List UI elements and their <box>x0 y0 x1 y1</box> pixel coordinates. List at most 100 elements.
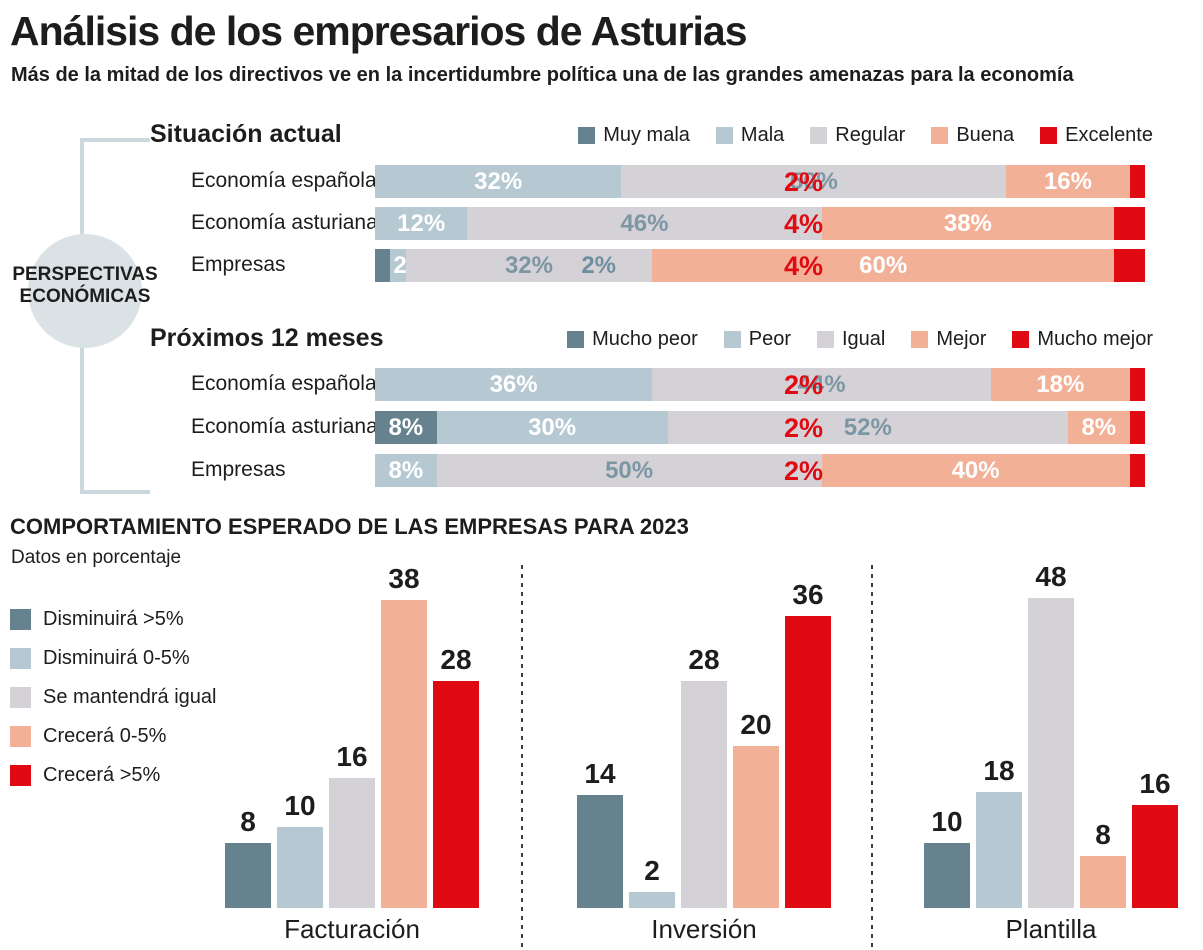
legend-item-mucho-peor: Mucho peor <box>567 328 698 351</box>
group-label-inversion: Inversión <box>651 914 757 944</box>
bar-inversion-disminuira-0-5 <box>629 892 675 908</box>
group-separator <box>521 565 523 950</box>
stacked-bar-empresas: 8% 50% 40% <box>375 454 1145 487</box>
legend-item-crecera-0-5: Crecerá 0-5% <box>10 725 166 748</box>
chart-situacion-actual: Situación actual Muy mala Mala Regular Buen… <box>0 120 1203 290</box>
bar-value-label: 10 <box>931 806 963 837</box>
segment-mucho-mejor <box>1129 411 1145 444</box>
bar-inversion-disminuira-5 <box>577 795 623 908</box>
segment-igual: 50% <box>436 454 822 487</box>
legend-item-excelente: Excelente <box>1040 124 1153 147</box>
bar-value-label: 14 <box>584 758 616 789</box>
legend-swatch-mucho-mejor <box>1012 331 1030 348</box>
legend-swatch-muy-mala <box>578 127 596 144</box>
segment-mucho-mejor <box>1129 454 1145 487</box>
segment-excelente <box>1114 249 1145 282</box>
chart-proximos-12-meses: Próximos 12 meses Mucho peor Peor Igual Mej… <box>0 324 1203 494</box>
segment-muy-mala <box>375 249 391 282</box>
segment-label: 18% <box>1036 371 1085 398</box>
segment-igual: 52% <box>667 411 1068 444</box>
legend-label: Regular <box>835 124 906 146</box>
legend-label: Excelente <box>1065 124 1153 146</box>
bar-plantilla-crecera-5 <box>1132 805 1178 908</box>
stacked-bar-empresas: 2% 32% 60% <box>375 249 1145 282</box>
segment-label: 8% <box>1081 414 1117 441</box>
stacked-bar-economia-espanola: 36% 44% 18% <box>375 368 1145 401</box>
stacked-bar-economia-asturiana: 12% 46% 38% <box>375 207 1145 240</box>
segment-label: 40% <box>951 457 1000 484</box>
segment-mejor: 40% <box>821 454 1130 487</box>
legend-label: Muy mala <box>603 124 690 146</box>
legend-label: Mejor <box>936 328 987 350</box>
segment-label: 32% <box>474 168 523 195</box>
segment-peor: 36% <box>375 368 653 401</box>
legend-label: Buena <box>956 124 1015 146</box>
bar-facturacion-crecera-5 <box>433 681 479 908</box>
bar-inversion-crecera-5 <box>785 616 831 908</box>
legend-item-mala: Mala <box>715 124 785 147</box>
legend-swatch-se-mantendra-igual <box>10 687 31 708</box>
legend-label: Mala <box>740 124 785 146</box>
perspectivas-circle <box>28 234 142 348</box>
legend-swatch-crecera-5 <box>10 765 31 786</box>
bar-plantilla-disminuira-5 <box>924 843 970 908</box>
chart-proximos-12-meses-title: Próximos 12 meses <box>150 324 384 352</box>
segment-label: 12% <box>397 210 446 237</box>
row-economia-espanola: Economía española 36% 44% 18% 2% <box>0 368 1203 401</box>
segment-label: 16% <box>1043 168 1092 195</box>
row-label: Empresas <box>191 458 286 481</box>
row-label: Economía española <box>191 372 377 395</box>
bar-value-label: 28 <box>440 644 472 675</box>
segment-buena: 16% <box>1006 165 1130 198</box>
group-label-facturacion: Facturación <box>284 914 420 944</box>
legend-item-peor: Peor <box>723 328 791 351</box>
segment-label: 36% <box>489 371 538 398</box>
segment-mala: 12% <box>375 207 468 240</box>
bar-value-label: 8 <box>240 806 256 837</box>
segment-label: 50% <box>605 457 654 484</box>
bar-facturacion-crecera-0-5 <box>381 600 427 908</box>
segment-mucho-peor: 8% <box>375 411 437 444</box>
segment-label: 32% <box>504 252 553 279</box>
legend-proximos-12-meses: Mucho peor Peor Igual Mejor Mucho mejor <box>567 328 1153 351</box>
behavior-chart-subtitle: Datos en porcentaje <box>11 547 182 568</box>
legend-label: Disminuirá >5% <box>43 608 184 630</box>
bar-facturacion-disminuira-5 <box>225 843 271 908</box>
legend-swatch-disminuira-0-5 <box>10 648 31 669</box>
bar-value-label: 48 <box>1035 561 1067 592</box>
bar-value-label: 8 <box>1095 819 1111 850</box>
legend-item-regular: Regular <box>810 124 905 147</box>
stacked-bar-economia-asturiana: 8% 30% 52% 8% <box>375 411 1145 444</box>
legend-swatch-buena <box>931 127 949 144</box>
row-economia-asturiana: Economía asturiana 12% 46% 38% 4% <box>0 207 1203 240</box>
bar-value-label: 16 <box>336 741 368 772</box>
legend-swatch-excelente <box>1040 127 1058 144</box>
segment-mucho-mejor <box>1129 368 1145 401</box>
segment-label-outside-muy-mala: 2% <box>581 252 616 279</box>
segment-buena: 60% <box>652 249 1115 282</box>
legend-swatch-peor <box>723 331 741 348</box>
legend-swatch-mucho-peor <box>567 331 585 348</box>
legend-swatch-mala <box>715 127 733 144</box>
legend-label: Mucho peor <box>592 328 698 350</box>
segment-mala: 32% <box>375 165 622 198</box>
bar-value-label: 38 <box>388 563 420 594</box>
legend-situacion-actual: Muy mala Mala Regular Buena Excelente <box>578 124 1153 147</box>
bar-facturacion-se-mantendra-igual <box>329 778 375 908</box>
segment-regular: 46% <box>467 207 822 240</box>
segment-label-outside-excelente: 4% <box>784 251 824 281</box>
segment-label: 44% <box>797 371 846 398</box>
segment-label: 8% <box>388 457 424 484</box>
segment-label: 38% <box>943 210 992 237</box>
legend-item-mejor: Mejor <box>911 328 986 351</box>
chart-situacion-actual-title: Situación actual <box>150 120 342 148</box>
segment-mejor: 18% <box>990 368 1130 401</box>
segment-excelente <box>1114 207 1145 240</box>
legend-item-buena: Buena <box>931 124 1014 147</box>
bar-value-label: 10 <box>284 790 316 821</box>
bar-facturacion-disminuira-0-5 <box>277 827 323 908</box>
legend-item-igual: Igual <box>817 328 885 351</box>
legend-item-muy-mala: Muy mala <box>578 124 690 147</box>
